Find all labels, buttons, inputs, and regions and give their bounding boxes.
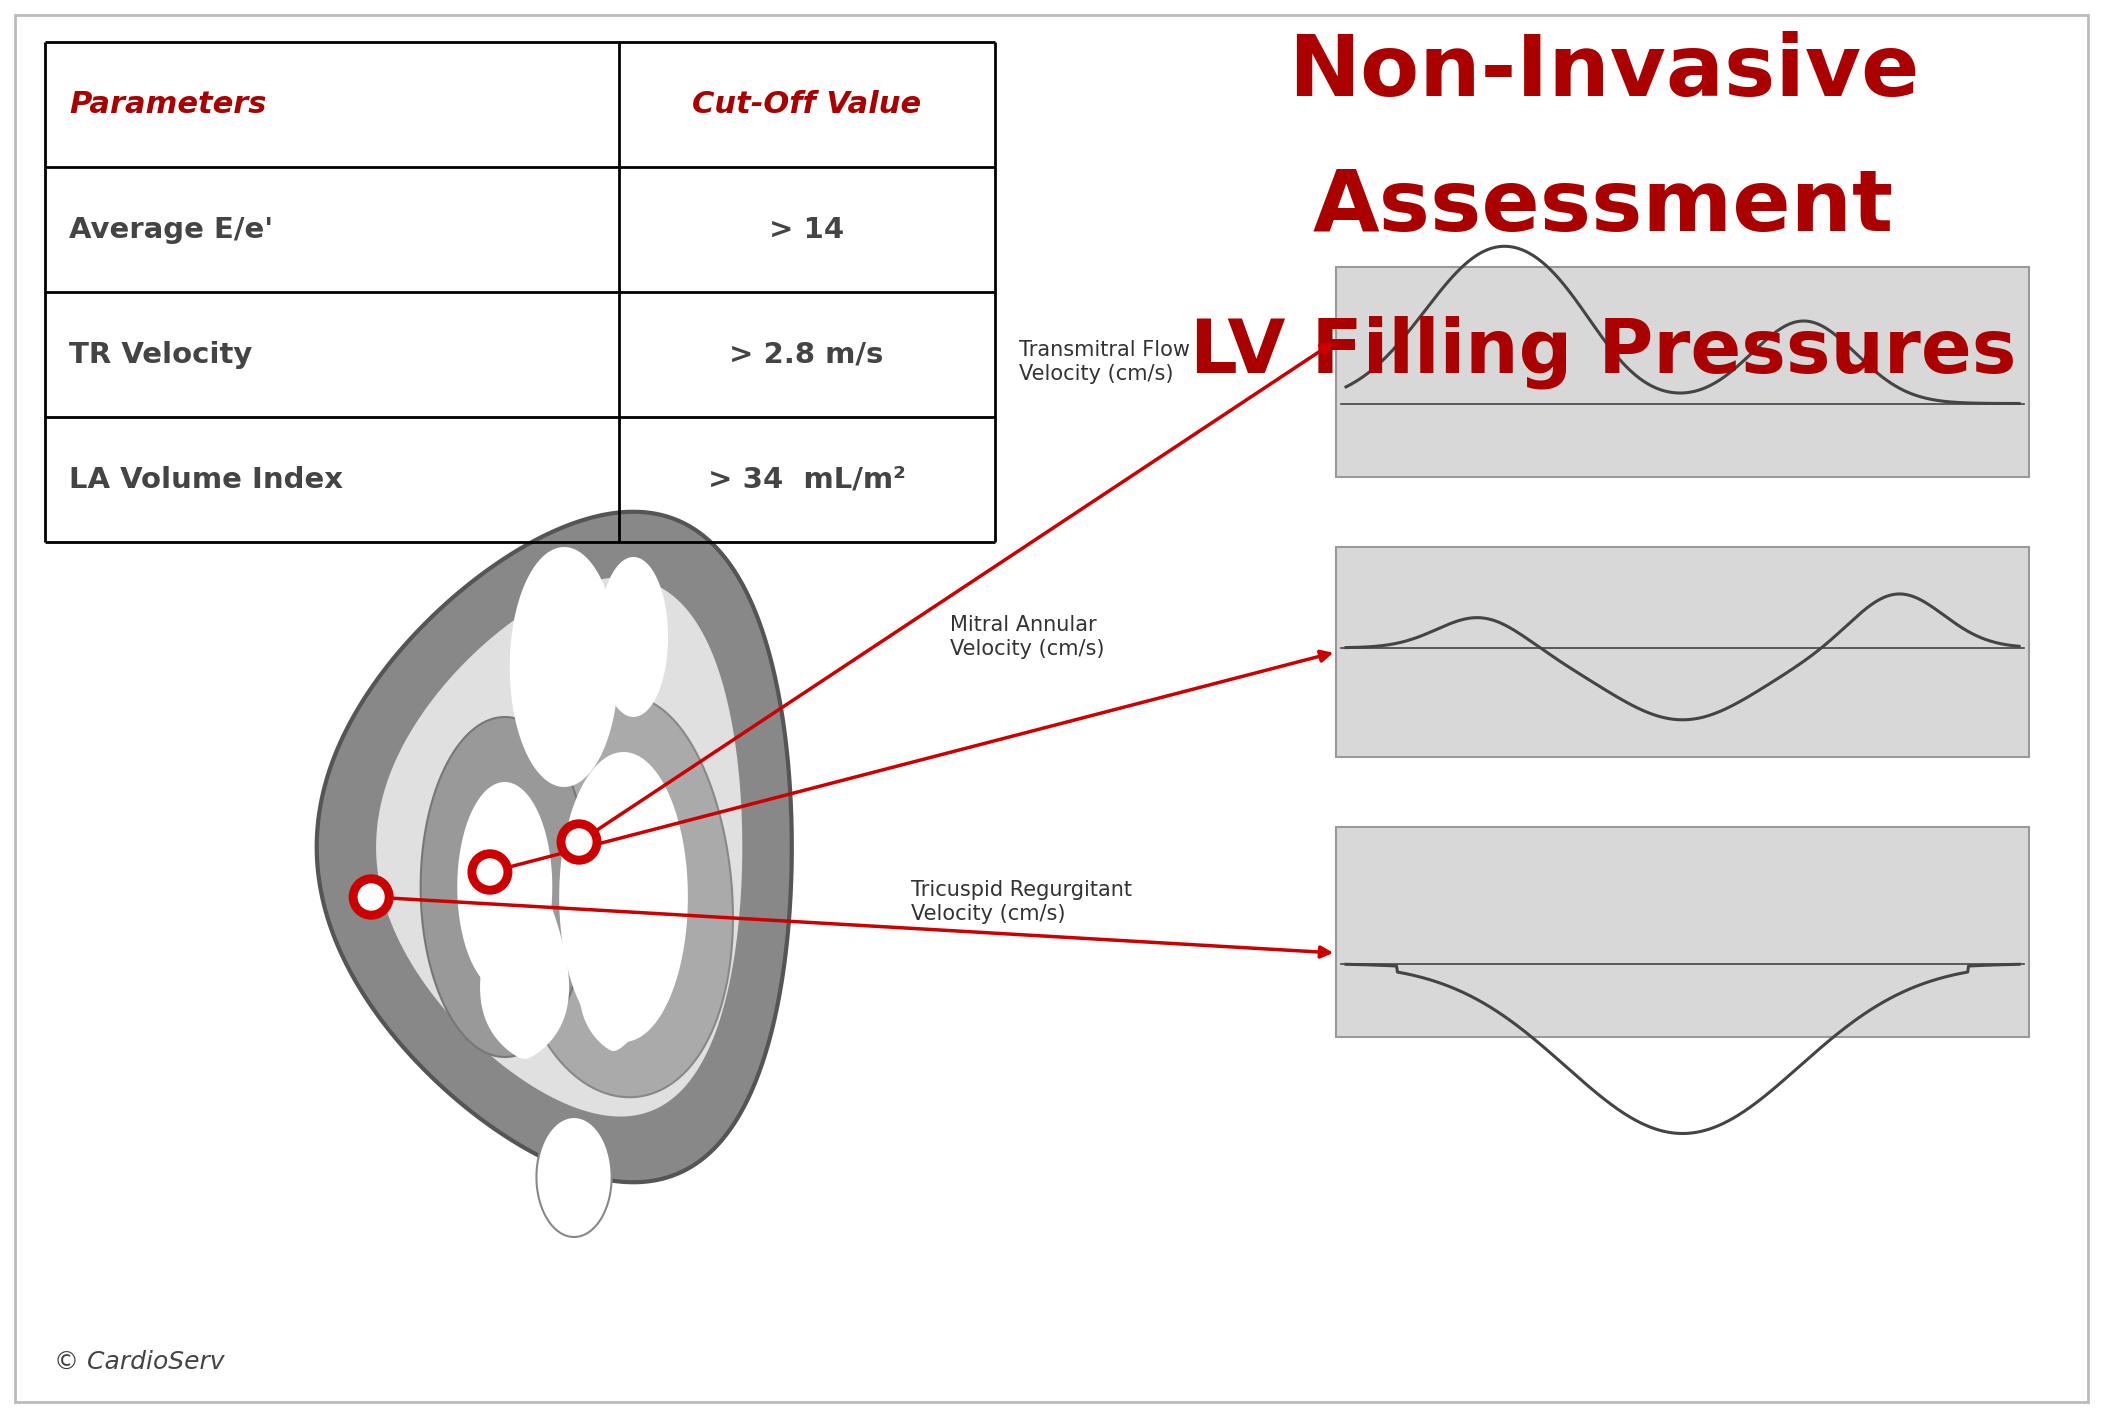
Bar <box>1337 828 2029 1037</box>
Text: > 14: > 14 <box>769 215 844 244</box>
Text: LA Volume Index: LA Volume Index <box>70 466 344 493</box>
Circle shape <box>565 829 593 854</box>
Text: © CardioServ: © CardioServ <box>55 1350 225 1374</box>
Text: Parameters: Parameters <box>70 91 266 119</box>
PathPatch shape <box>480 843 570 1058</box>
Circle shape <box>557 820 601 864</box>
Text: Non-Invasive: Non-Invasive <box>1288 31 1919 113</box>
Text: Average E/e': Average E/e' <box>70 215 274 244</box>
Text: TR Velocity: TR Velocity <box>70 340 253 368</box>
PathPatch shape <box>457 782 552 992</box>
PathPatch shape <box>559 752 688 1041</box>
Circle shape <box>348 876 393 920</box>
PathPatch shape <box>536 1117 612 1237</box>
Text: > 2.8 m/s: > 2.8 m/s <box>729 340 884 368</box>
Text: Transmitral Flow
Velocity (cm/s): Transmitral Flow Velocity (cm/s) <box>1020 340 1190 384</box>
Bar <box>1337 547 2029 757</box>
Text: Cut-Off Value: Cut-Off Value <box>693 91 922 119</box>
PathPatch shape <box>376 578 742 1117</box>
PathPatch shape <box>421 717 589 1057</box>
PathPatch shape <box>317 512 793 1182</box>
Text: Assessment: Assessment <box>1313 166 1893 248</box>
Text: > 34  mL/m²: > 34 mL/m² <box>708 466 905 493</box>
Circle shape <box>476 859 504 886</box>
PathPatch shape <box>578 859 648 1051</box>
PathPatch shape <box>599 557 667 717</box>
Circle shape <box>359 884 385 910</box>
Circle shape <box>468 850 512 894</box>
PathPatch shape <box>510 547 618 786</box>
Bar <box>1337 266 2029 478</box>
Text: LV Filling Pressures: LV Filling Pressures <box>1190 315 2017 388</box>
Text: Tricuspid Regurgitant
Velocity (cm/s): Tricuspid Regurgitant Velocity (cm/s) <box>910 880 1130 924</box>
Text: Mitral Annular
Velocity (cm/s): Mitral Annular Velocity (cm/s) <box>950 615 1105 659</box>
PathPatch shape <box>514 697 733 1097</box>
